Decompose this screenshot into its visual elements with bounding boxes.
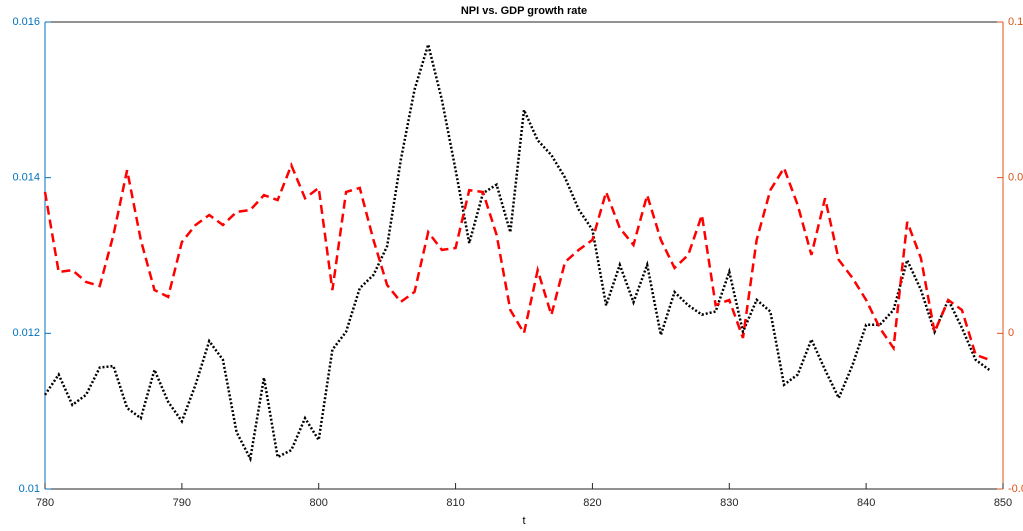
x-tick-label: 830 bbox=[720, 497, 738, 509]
series-line bbox=[43, 39, 991, 463]
y2-tick-label: 0.05 bbox=[1008, 172, 1023, 184]
x-tick-label: 790 bbox=[173, 497, 191, 509]
y2-tick-label: 0.1 bbox=[1008, 16, 1023, 28]
y2-tick-label: -0.05 bbox=[1008, 483, 1023, 495]
x-tick-label: 840 bbox=[857, 497, 875, 509]
y-tick-label: 0.01 bbox=[19, 483, 40, 495]
series-line bbox=[43, 161, 990, 361]
y-tick-label: 0.016 bbox=[12, 16, 40, 28]
x-tick-label: 800 bbox=[310, 497, 328, 509]
plot-area bbox=[45, 22, 1003, 489]
y-tick-label: 0.014 bbox=[12, 172, 40, 184]
x-axis-label: t bbox=[522, 515, 525, 527]
x-tick-label: 820 bbox=[583, 497, 601, 509]
chart-title: NPI vs. GDP growth rate bbox=[461, 5, 587, 17]
x-tick-label: 850 bbox=[994, 497, 1012, 509]
y-tick-label: 0.012 bbox=[12, 327, 40, 339]
x-tick-label: 780 bbox=[36, 497, 54, 509]
y2-tick-label: 0 bbox=[1008, 327, 1014, 339]
x-tick-label: 810 bbox=[446, 497, 464, 509]
